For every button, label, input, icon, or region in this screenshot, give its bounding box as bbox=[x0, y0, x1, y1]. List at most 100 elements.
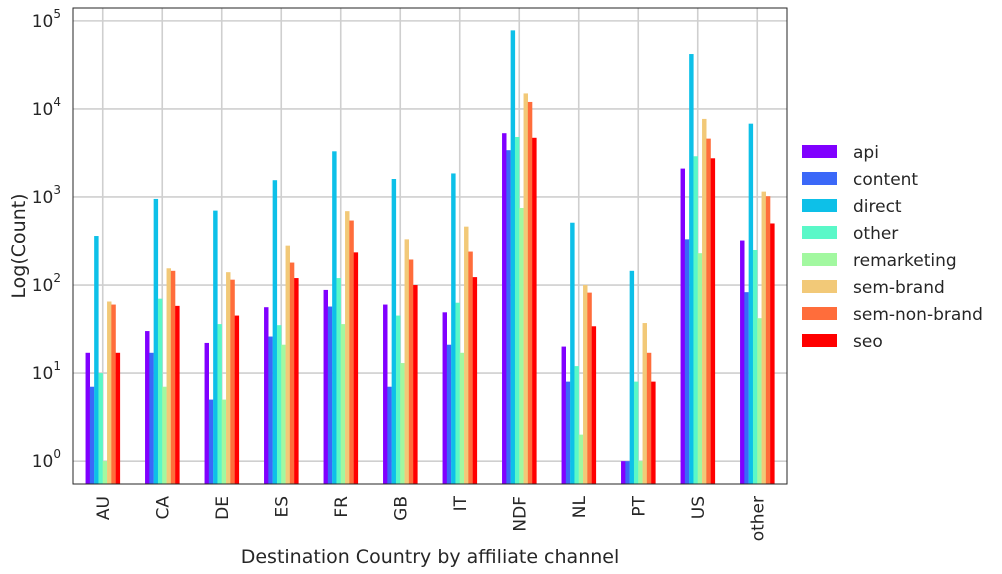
bar-seo-AU bbox=[115, 352, 121, 484]
bar-seo-FR bbox=[353, 252, 359, 484]
bar-direct-IT bbox=[451, 173, 456, 484]
bar-sem-brand-NL bbox=[583, 285, 588, 484]
bar-other-GB bbox=[395, 315, 401, 484]
bar-seo-GB bbox=[413, 285, 418, 484]
legend-swatch-seo bbox=[802, 334, 837, 347]
legend-label-remarketing: remarketing bbox=[853, 251, 957, 271]
bar-remarketing-FR bbox=[340, 324, 346, 484]
legend-label-content: content bbox=[853, 170, 918, 190]
y-tick-label: 102 bbox=[32, 271, 61, 296]
legend-label-seo: seo bbox=[853, 332, 883, 352]
bar-direct-AU bbox=[94, 236, 99, 484]
bar-remarketing-GB bbox=[400, 363, 405, 484]
bar-direct-NL bbox=[570, 222, 575, 485]
bar-sem-brand-IT bbox=[464, 226, 469, 485]
bar-direct-ES bbox=[272, 180, 278, 484]
bar-remarketing-ES bbox=[281, 344, 286, 484]
bar-content-other bbox=[744, 292, 749, 484]
bar-api-FR bbox=[323, 289, 328, 484]
bar-api-PT bbox=[621, 461, 626, 484]
x-tick-label: CA bbox=[153, 496, 173, 520]
x-tick-label: FR bbox=[332, 496, 352, 518]
bar-api-other bbox=[740, 240, 745, 484]
bar-other-IT bbox=[455, 302, 460, 484]
bar-api-NL bbox=[561, 346, 566, 484]
bar-other-PT bbox=[633, 381, 639, 484]
bar-sem-non-brand-AU bbox=[111, 304, 116, 484]
bar-sem-brand-AU bbox=[107, 301, 112, 484]
bar-seo-CA bbox=[175, 305, 180, 484]
bar-api-ES bbox=[264, 307, 269, 484]
bar-seo-other bbox=[770, 223, 775, 485]
bar-remarketing-US bbox=[697, 253, 703, 484]
bar-sem-brand-ES bbox=[285, 245, 290, 484]
x-tick-label: DE bbox=[213, 496, 233, 520]
bar-other-FR bbox=[336, 278, 341, 484]
x-tick-label: GB bbox=[391, 496, 411, 521]
bar-api-CA bbox=[145, 331, 150, 484]
bar-sem-non-brand-DE bbox=[230, 279, 235, 484]
bar-direct-FR bbox=[332, 151, 337, 484]
bar-content-FR bbox=[327, 306, 333, 484]
legend-label-api: api bbox=[853, 143, 879, 163]
legend-label-other: other bbox=[853, 224, 898, 244]
bar-sem-non-brand-ES bbox=[289, 262, 295, 484]
bar-sem-brand-GB bbox=[404, 239, 409, 484]
bar-other-NL bbox=[574, 366, 579, 484]
y-tick-label: 105 bbox=[32, 7, 61, 32]
bar-other-other bbox=[752, 249, 758, 484]
bar-other-US bbox=[693, 156, 698, 484]
bar-other-ES bbox=[276, 325, 282, 484]
x-axis-label: Destination Country by affiliate channel bbox=[241, 546, 620, 568]
bar-other-AU bbox=[98, 373, 103, 484]
legend: api content direct other remarketing sem-bran… bbox=[802, 143, 983, 352]
bar-remarketing-other bbox=[757, 318, 762, 484]
bar-direct-NDF bbox=[510, 30, 516, 485]
legend-swatch-sem-non-brand bbox=[802, 307, 837, 320]
bar-content-AU bbox=[89, 386, 95, 484]
bar-seo-ES bbox=[294, 278, 299, 484]
bar-content-NL bbox=[565, 381, 571, 484]
bar-sem-non-brand-IT bbox=[468, 251, 473, 484]
legend-swatch-remarketing bbox=[802, 253, 837, 266]
grid-lines bbox=[73, 8, 787, 484]
x-tick-label: NL bbox=[570, 495, 590, 518]
bar-other-NDF bbox=[514, 136, 520, 485]
bar-sem-non-brand-PT bbox=[646, 352, 652, 484]
bar-remarketing-PT bbox=[638, 461, 643, 484]
x-tick-label: ES bbox=[272, 496, 292, 518]
bar-sem-brand-PT bbox=[642, 323, 647, 484]
bar-api-DE bbox=[204, 342, 209, 484]
bar-remarketing-NDF bbox=[519, 207, 524, 485]
bar-direct-GB bbox=[391, 179, 397, 484]
bar-sem-brand-CA bbox=[166, 268, 171, 484]
bar-direct-other bbox=[748, 123, 754, 485]
bar-direct-PT bbox=[629, 270, 635, 484]
legend-swatch-sem-brand bbox=[802, 280, 837, 293]
legend-label-sem-non-brand: sem-non-brand bbox=[853, 305, 983, 325]
bar-sem-brand-NDF bbox=[523, 93, 528, 485]
bar-sem-non-brand-NL bbox=[587, 292, 592, 484]
legend-label-sem-brand: sem-brand bbox=[853, 278, 945, 298]
bar-remarketing-NL bbox=[578, 434, 584, 484]
x-tick-label: PT bbox=[629, 495, 649, 516]
bar-remarketing-AU bbox=[102, 461, 108, 484]
bar-remarketing-CA bbox=[162, 386, 167, 484]
y-tick-labels: 100 101 102 103 104 105 bbox=[32, 7, 61, 472]
bar-direct-US bbox=[689, 54, 694, 484]
bar-seo-NL bbox=[591, 326, 597, 484]
legend-swatch-content bbox=[802, 172, 837, 185]
bar-remarketing-DE bbox=[221, 399, 227, 484]
bar-api-AU bbox=[85, 352, 90, 484]
bar-content-PT bbox=[625, 461, 630, 484]
bar-sem-brand-FR bbox=[345, 211, 350, 485]
bar-seo-NDF bbox=[532, 137, 537, 485]
y-tick-label: 100 bbox=[32, 447, 61, 472]
bar-api-GB bbox=[383, 304, 388, 484]
bar-other-DE bbox=[217, 324, 222, 484]
bar-sem-non-brand-NDF bbox=[527, 101, 533, 484]
bar-sem-brand-other bbox=[761, 191, 766, 484]
bar-marks bbox=[85, 30, 775, 485]
bar-sem-non-brand-US bbox=[706, 138, 711, 484]
